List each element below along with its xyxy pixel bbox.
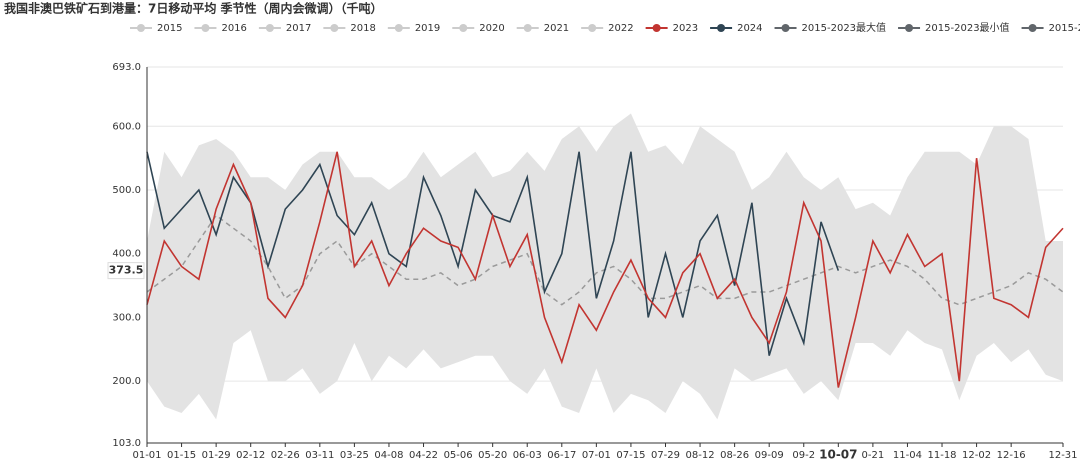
- legend-marker: [201, 24, 210, 32]
- x-tick-label: 0-21: [862, 450, 885, 461]
- legend-marker: [652, 24, 661, 32]
- legend-marker: [459, 24, 468, 32]
- legend-marker: [330, 24, 339, 32]
- legend-marker: [394, 24, 403, 32]
- x-tick-label: 02-26: [271, 450, 300, 461]
- y-tick-label: 400.0: [112, 249, 141, 260]
- legend-label[interactable]: 2023: [673, 23, 698, 34]
- legend-label[interactable]: 2019: [415, 23, 440, 34]
- legend-marker: [265, 24, 274, 32]
- pointer-label-bg: [107, 262, 145, 280]
- x-tick-label: 07-01: [582, 450, 611, 461]
- legend-marker: [781, 24, 790, 32]
- legend-marker: [137, 24, 145, 32]
- x-tick-label: 09-09: [755, 450, 784, 461]
- x-tick-label: 01-29: [202, 450, 231, 461]
- y-tick-label: 500.0: [112, 185, 141, 196]
- x-tick-label: 12-02: [962, 450, 991, 461]
- legend-label[interactable]: 2021: [544, 23, 569, 34]
- x-tick-label: 03-25: [340, 450, 369, 461]
- series-line: [146, 151, 1064, 388]
- legend-label[interactable]: 2015-2023最大值: [802, 21, 887, 34]
- chart-title: 我国非澳巴铁矿石到港量：7日移动平均 季节性（周内会微调）（千吨）: [4, 1, 383, 16]
- x-tick-label: 02-12: [236, 450, 265, 461]
- x-tick-label: 01-01: [132, 450, 161, 461]
- legend-label[interactable]: 2016: [221, 23, 246, 34]
- legend-label[interactable]: 2024: [737, 23, 762, 34]
- legend-label[interactable]: 2017: [286, 23, 311, 34]
- x-tick-label: 12-16: [997, 450, 1026, 461]
- legend-marker: [588, 24, 597, 32]
- pointer-label: 373.5: [109, 264, 144, 277]
- x-tick-label: 07-15: [616, 450, 645, 461]
- x-tick-label: 11-18: [927, 450, 956, 461]
- legend-marker: [717, 24, 726, 32]
- x-tick-label: 10-07: [819, 448, 857, 462]
- x-tick-label: 06-17: [547, 450, 576, 461]
- x-tick-label: 11-04: [893, 450, 922, 461]
- legend-marker: [1028, 24, 1037, 32]
- x-tick-label: 04-22: [409, 450, 438, 461]
- x-tick-label: 12-31: [1048, 450, 1077, 461]
- x-tick-label: 06-03: [513, 450, 542, 461]
- x-tick-label: 07-29: [651, 450, 680, 461]
- legend-label[interactable]: 2015-2023均值: [1049, 21, 1080, 34]
- y-tick-label: 103.0: [112, 438, 141, 449]
- x-tick-label: 09-2: [792, 450, 815, 461]
- legend-marker: [905, 24, 914, 32]
- legend-label[interactable]: 2022: [608, 23, 633, 34]
- legend-label[interactable]: 2015: [157, 23, 182, 34]
- y-tick-label: 693.0: [112, 62, 141, 73]
- legend-marker: [523, 24, 532, 32]
- y-tick-label: 600.0: [112, 121, 141, 132]
- legend-label[interactable]: 2020: [479, 23, 504, 34]
- x-tick-label: 03-11: [305, 450, 334, 461]
- x-tick-label: 08-26: [720, 450, 749, 461]
- range-band: [147, 113, 1063, 420]
- x-tick-label: 05-06: [444, 450, 473, 461]
- legend-label[interactable]: 2018: [350, 23, 375, 34]
- x-tick-label: 04-08: [374, 450, 403, 461]
- legend-label[interactable]: 2015-2023最小值: [925, 21, 1010, 34]
- x-tick-label: 08-12: [686, 450, 715, 461]
- y-tick-label: 300.0: [112, 312, 141, 323]
- y-tick-label: 200.0: [112, 376, 141, 387]
- x-tick-label: 05-20: [478, 450, 507, 461]
- x-tick-label: 01-15: [167, 450, 196, 461]
